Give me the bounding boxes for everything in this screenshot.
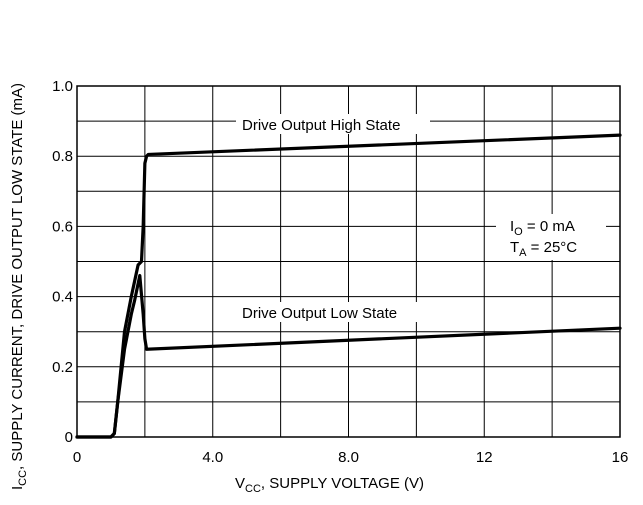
low-state-label: Drive Output Low State: [242, 305, 397, 322]
y-tick-label: 0.8: [52, 148, 73, 165]
tick-labels: 0 4.0 8.0 12 16 0 0.2 0.4 0.6 0.8 1.0: [52, 78, 628, 466]
high-state-label: Drive Output High State: [242, 117, 400, 134]
x-tick-label: 4.0: [202, 449, 223, 466]
high-state-label-bg: [236, 114, 430, 134]
y-tick-label: 0: [65, 429, 73, 446]
y-tick-label: 0.4: [52, 289, 73, 306]
series-line-low-state: [75, 273, 622, 439]
x-tick-label: 12: [476, 449, 493, 466]
y-tick-label: 0.6: [52, 218, 73, 235]
y-axis-title: ICC, SUPPLY CURRENT, DRIVE OUTPUT LOW ST…: [9, 83, 29, 490]
x-tick-label: 16: [612, 449, 629, 466]
y-tick-label: 0.2: [52, 359, 73, 376]
condition-io: IO = 0 mA: [510, 218, 575, 238]
x-axis-title: VCC, SUPPLY VOLTAGE (V): [235, 475, 424, 495]
series-group: [75, 133, 622, 439]
y-tick-label: 1.0: [52, 78, 73, 95]
x-tick-label: 8.0: [338, 449, 359, 466]
condition-ta: TA = 25°C: [510, 239, 577, 259]
low-state-label-bg: [236, 302, 426, 322]
plot-frame: [76, 85, 621, 438]
conditions-bg: [496, 214, 606, 260]
x-tick-label: 0: [73, 449, 81, 466]
